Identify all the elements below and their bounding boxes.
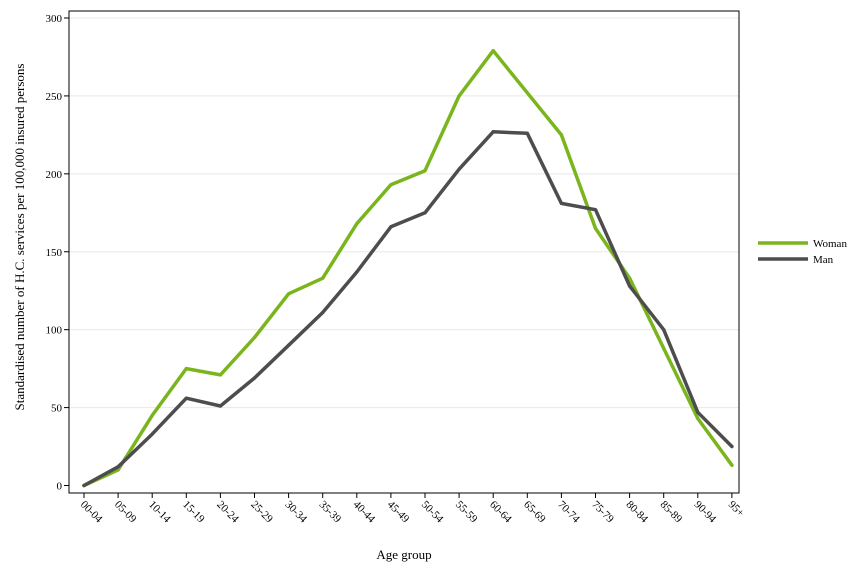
x-tick-label: 80-84: [623, 499, 650, 526]
data-point-woman: [662, 346, 666, 350]
data-point-woman: [389, 183, 393, 187]
x-tick-label: 15-19: [180, 499, 207, 526]
x-tick-label: 45-49: [385, 499, 412, 526]
x-axis-title: Age group: [376, 547, 431, 562]
legend-label-man: Man: [813, 254, 834, 266]
x-tick-label: 30-34: [282, 499, 309, 526]
data-point-woman: [457, 94, 461, 98]
y-axis-title: Standardised number of H.C. services per…: [12, 64, 27, 411]
data-point-woman: [628, 276, 632, 280]
data-point-woman: [252, 335, 257, 340]
y-tick-label: 300: [46, 13, 63, 25]
data-point-man: [218, 404, 222, 408]
data-point-woman: [559, 133, 564, 137]
data-point-man: [82, 483, 86, 488]
x-tick-label: 65-69: [521, 499, 548, 526]
data-point-man: [150, 432, 154, 436]
y-tick-label: 200: [46, 169, 63, 181]
data-point-woman: [491, 49, 495, 53]
x-tick-label: 25-29: [248, 499, 275, 526]
data-point-woman: [150, 413, 154, 417]
data-point-man: [287, 343, 291, 347]
data-point-man: [355, 270, 359, 274]
data-point-man: [593, 208, 598, 212]
x-tick-label: 10-14: [146, 499, 173, 526]
data-point-man: [662, 328, 666, 332]
x-tick-label: 50-54: [419, 499, 446, 526]
x-tick-label: 00-04: [78, 499, 105, 526]
data-point-man: [252, 376, 257, 380]
x-tick-label: 75-79: [589, 499, 616, 526]
data-point-man: [525, 131, 529, 135]
data-point-woman: [593, 226, 598, 230]
y-tick-label: 100: [46, 325, 63, 337]
legend-label-woman: Woman: [813, 238, 847, 250]
data-point-woman: [423, 169, 427, 173]
x-tick-label: 95+: [726, 499, 747, 520]
data-point-man: [730, 444, 734, 449]
x-tick-label: 70-74: [555, 499, 582, 526]
data-point-man: [321, 310, 325, 315]
data-point-man: [389, 225, 393, 229]
x-tick-label: 90-94: [692, 499, 719, 526]
x-tick-label: 60-64: [487, 499, 514, 526]
legend: Woman Man: [758, 238, 847, 266]
data-point-woman: [287, 292, 291, 296]
data-point-man: [116, 465, 120, 469]
y-tick-label: 250: [46, 91, 63, 103]
series-line-woman: [82, 48, 734, 488]
data-point-woman: [184, 367, 188, 371]
grid: [69, 17, 739, 409]
x-tick-label: 20-24: [214, 499, 241, 526]
y-tick-label: 50: [51, 403, 63, 415]
data-point-woman: [218, 373, 222, 377]
data-point-man: [423, 211, 427, 215]
data-point-woman: [355, 222, 359, 226]
y-tick-label: 150: [46, 247, 63, 259]
x-tick-label: 05-09: [112, 499, 139, 526]
data-point-woman: [525, 91, 529, 95]
series-lines: [82, 48, 734, 488]
data-point-man: [696, 410, 700, 414]
data-point-woman: [730, 463, 734, 467]
data-point-man: [491, 130, 495, 134]
x-axis: 00-04 05-09 10-14 15-19 20-24 25-29 30-34 35-39…: [78, 493, 747, 526]
series-line-man: [82, 130, 734, 488]
data-point-woman: [696, 416, 700, 421]
y-tick-label: 0: [57, 481, 63, 493]
data-point-woman: [321, 276, 325, 280]
y-axis: 0 50 100 150 200 250 300: [46, 13, 69, 493]
x-tick-label: 55-59: [453, 499, 480, 526]
data-point-man: [559, 201, 564, 206]
x-tick-label: 85-89: [658, 499, 685, 526]
data-point-man: [184, 396, 188, 400]
data-point-man: [457, 167, 461, 171]
data-point-man: [628, 284, 632, 288]
x-tick-label: 35-39: [317, 499, 344, 526]
x-tick-label: 40-44: [351, 499, 378, 526]
